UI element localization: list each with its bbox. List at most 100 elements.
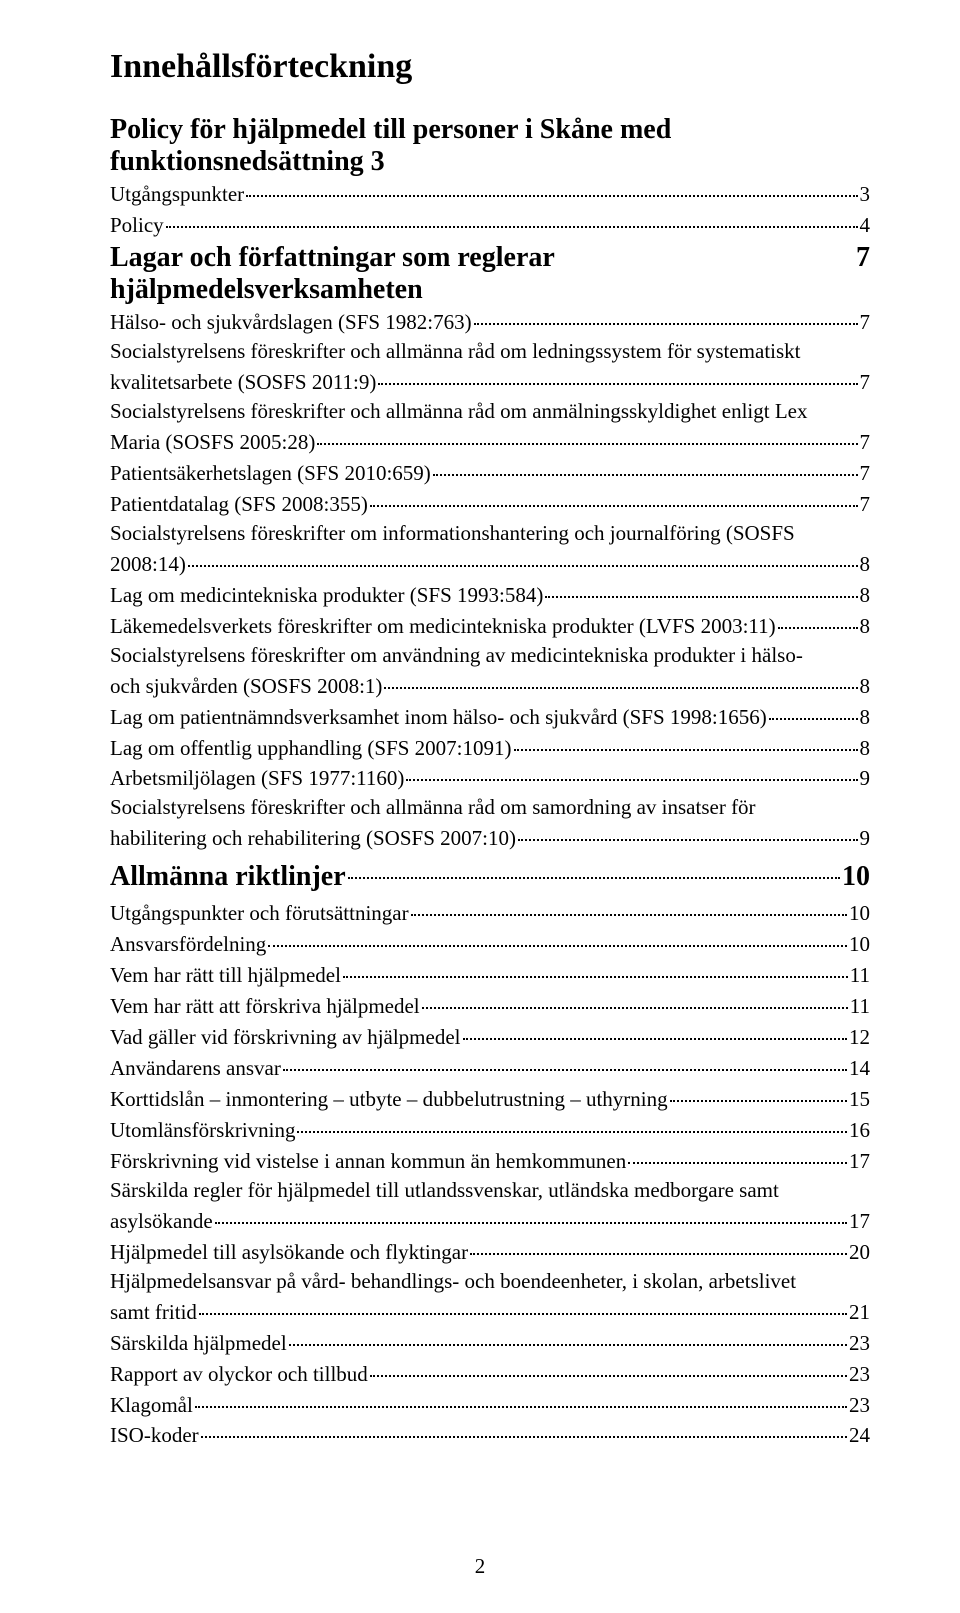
toc-entry-label: Utomlänsförskrivning	[110, 1116, 295, 1145]
toc-entry-label: Patientdatalag (SFS 2008:355)	[110, 490, 368, 519]
leader-dots	[545, 575, 857, 598]
leader-dots	[289, 1323, 847, 1346]
toc-entry-label: Läkemedelsverkets föreskrifter om medici…	[110, 612, 776, 641]
section-heading-text: Allmänna riktlinjer	[110, 858, 346, 897]
leader-dots	[317, 422, 857, 445]
toc-entry: Hjälpmedel till asylsökande och flykting…	[110, 1236, 870, 1267]
toc-entry-page: 21	[849, 1298, 870, 1327]
toc-entry-label: Arbetsmiljölagen (SFS 1977:1160)	[110, 764, 404, 793]
toc-entry-page: 4	[860, 211, 871, 240]
section-heading-allmanna: Allmänna riktlinjer 10	[110, 855, 870, 897]
toc-entry: Lag om medicintekniska produkter (SFS 19…	[110, 579, 870, 610]
toc-entry: Förskrivning vid vistelse i annan kommun…	[110, 1145, 870, 1176]
leader-dots	[463, 1017, 848, 1040]
toc-entry-page: 8	[860, 703, 871, 732]
section-heading-lagar: Lagar och författningar som reglerar hjä…	[110, 242, 870, 306]
leader-dots	[348, 849, 840, 879]
toc-entry-page: 7	[860, 459, 871, 488]
toc-entry: Arbetsmiljölagen (SFS 1977:1160) 9	[110, 762, 870, 793]
leader-dots	[195, 1385, 847, 1408]
leader-dots	[343, 955, 848, 978]
toc-entry-label: och sjukvården (SOSFS 2008:1)	[110, 672, 382, 701]
toc-title: Innehållsförteckning	[110, 48, 870, 86]
leader-dots	[283, 1048, 847, 1071]
section-heading-text: Lagar och författningar som reglerar hjä…	[110, 242, 844, 306]
section-heading-page: 7	[856, 242, 870, 274]
toc-entry: ISO-koder24	[110, 1419, 870, 1450]
leader-dots	[406, 758, 857, 781]
toc-entry: Läkemedelsverkets föreskrifter om medici…	[110, 610, 870, 641]
toc-entry: Hälso- och sjukvårdslagen (SFS 1982:763)…	[110, 306, 870, 337]
leader-dots	[778, 606, 858, 629]
toc-entry-page: 8	[860, 612, 871, 641]
toc-entry-page: 8	[860, 581, 871, 610]
leader-dots	[411, 893, 847, 916]
toc-entry-label: samt fritid	[110, 1298, 197, 1327]
toc-entry-page: 9	[860, 764, 871, 793]
toc-entry-label: Särskilda hjälpmedel	[110, 1329, 287, 1358]
toc-entry-page: 11	[850, 961, 870, 990]
toc-entry-page: 23	[849, 1360, 870, 1389]
toc-entry-label: Hälso- och sjukvårdslagen (SFS 1982:763)	[110, 308, 472, 337]
toc-entry-label: Vem har rätt att förskriva hjälpmedel	[110, 992, 420, 1021]
toc-entry-page: 8	[860, 672, 871, 701]
leader-dots	[474, 302, 858, 325]
toc-entry-page: 8	[860, 734, 871, 763]
leader-dots	[378, 362, 857, 385]
leader-dots	[188, 544, 858, 567]
leader-dots	[215, 1201, 847, 1224]
leader-dots	[433, 453, 858, 476]
toc-entry-label: Lag om medicintekniska produkter (SFS 19…	[110, 581, 543, 610]
leader-dots	[297, 1110, 847, 1133]
leader-dots	[370, 1354, 847, 1377]
toc-entry-label: Vem har rätt till hjälpmedel	[110, 961, 341, 990]
leader-dots	[166, 205, 858, 228]
leader-dots	[370, 484, 858, 507]
toc-entry-page: 7	[860, 490, 871, 519]
section-heading-text: Policy för hjälpmedel till personer i Sk…	[110, 114, 671, 177]
toc-entry-page: 20	[849, 1238, 870, 1267]
toc-entry: Policy 4	[110, 209, 870, 240]
toc-entry-page: 14	[849, 1054, 870, 1083]
leader-dots	[201, 1415, 847, 1438]
toc-entry-page: 23	[849, 1391, 870, 1420]
toc-entry-page: 3	[860, 180, 871, 209]
toc-entry-page: 10	[849, 899, 870, 928]
toc-entry-page: 15	[849, 1085, 870, 1114]
section-entries-3: Utgångspunkter och förutsättningar10Ansv…	[110, 897, 870, 1450]
toc-entry-label: Hjälpmedel till asylsökande och flykting…	[110, 1238, 468, 1267]
section-entries-2: Hälso- och sjukvårdslagen (SFS 1982:763)…	[110, 306, 870, 853]
leader-dots	[422, 986, 848, 1009]
leader-dots	[268, 924, 847, 947]
toc-entry-label: 2008:14)	[110, 550, 186, 579]
toc-entry-page: 11	[850, 992, 870, 1021]
toc-entry-page: 7	[860, 368, 871, 397]
leader-dots	[628, 1141, 847, 1164]
toc-entry-label: asylsökande	[110, 1207, 213, 1236]
toc-entry-label: Klagomål	[110, 1391, 193, 1420]
toc-entry-label: Maria (SOSFS 2005:28)	[110, 428, 315, 457]
leader-dots	[470, 1232, 847, 1255]
toc-entry-label: Policy	[110, 211, 164, 240]
toc-entry-page: 23	[849, 1329, 870, 1358]
leader-dots	[246, 174, 857, 197]
toc-entry-page: 8	[860, 550, 871, 579]
toc-entry-page: 10	[849, 930, 870, 959]
toc-entry: Patientdatalag (SFS 2008:355) 7	[110, 488, 870, 519]
section-heading-page: 3	[371, 146, 385, 177]
toc-entry-label: Förskrivning vid vistelse i annan kommun…	[110, 1147, 626, 1176]
toc-entry-page: 9	[860, 824, 871, 853]
toc-entry-label: Användarens ansvar	[110, 1054, 281, 1083]
toc-entry-page: 7	[860, 308, 871, 337]
page-number: 2	[0, 1554, 960, 1579]
section-heading-page: 10	[842, 858, 870, 897]
page: Innehållsförteckning Policy för hjälpmed…	[0, 0, 960, 1613]
toc-entry-page: 17	[849, 1207, 870, 1236]
toc-entry-page: 7	[860, 428, 871, 457]
toc-entry-label: Ansvarsfördelning	[110, 930, 266, 959]
leader-dots	[518, 818, 858, 841]
toc-entry-label: ISO-koder	[110, 1421, 199, 1450]
leader-dots	[384, 666, 857, 689]
leader-dots	[514, 728, 858, 751]
section-heading-policy: Policy för hjälpmedel till personer i Sk…	[110, 114, 870, 178]
